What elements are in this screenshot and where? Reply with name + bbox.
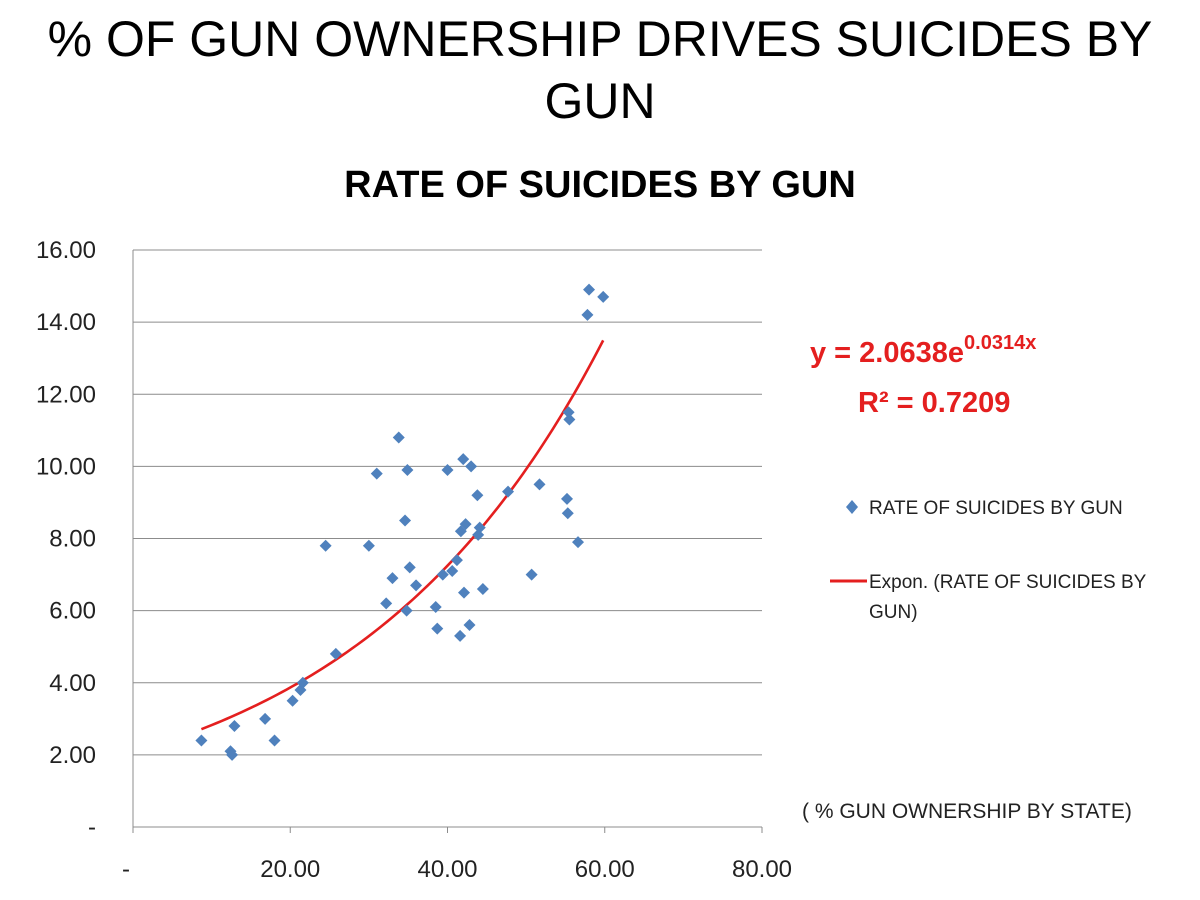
data-point [581,308,594,321]
equation-text: y = 2.0638e0.0314x [810,332,1036,369]
data-point [296,676,309,689]
data-point [386,572,399,585]
legend-marker-points [846,500,858,514]
tick-labels: - 2.00 4.00 6.00 8.00 10.00 12.00 14.00 16.00 - 20… [36,237,792,883]
trendline-equation: y = 2.0638e0.0314x R² = 0.7209 [810,332,1036,419]
data-point [441,463,454,476]
data-point [436,568,449,581]
data-point [400,604,413,617]
y-tick-label: 16.00 [36,237,96,264]
legend-label-trendline-line2: GUN) [869,602,918,623]
data-point [319,539,332,552]
data-point [226,748,239,761]
grid-lines [133,249,762,756]
data-point [380,597,393,610]
legend-label-points: RATE OF SUICIDES BY GUN [869,498,1123,519]
y-tick-label: 2.00 [49,742,96,769]
axes [132,250,763,833]
y-tick-label: 14.00 [36,309,96,336]
slide-title: % OF GUN OWNERSHIP DRIVES SUICIDES BY GU… [47,11,1153,129]
x-axis-title: ( % GUN OWNERSHIP BY STATE) [802,800,1132,823]
r-squared-text: R² = 0.7209 [858,387,1010,419]
x-tick-label: 20.00 [260,856,320,883]
data-point [401,463,414,476]
y-tick-label: 12.00 [36,381,96,408]
y-tick-label: 4.00 [49,670,96,697]
x-tick-label: 60.00 [575,856,635,883]
data-point [454,629,467,642]
data-point [561,492,574,505]
data-point [410,579,423,592]
x-tick-label: 80.00 [732,856,792,883]
data-point [457,453,470,466]
data-point [399,514,412,527]
data-point [431,622,444,635]
data-point [370,467,383,480]
data-point [476,582,489,595]
x-tick-label: 40.00 [417,856,477,883]
data-point [583,283,596,296]
data-point [459,518,472,531]
data-point [429,601,442,614]
legend: RATE OF SUICIDES BY GUN Expon. (RATE OF … [830,498,1151,623]
data-point [525,568,538,581]
chart-title: RATE OF SUICIDES BY GUN [344,164,856,206]
data-point [446,564,459,577]
trendline [200,339,605,731]
data-point [286,694,299,707]
legend-label-trendline: Expon. (RATE OF SUICIDES BY GUN) [869,572,1151,623]
y-tick-label: 10.00 [36,453,96,480]
y-tick-label: 8.00 [49,526,96,553]
data-point [563,413,576,426]
data-point [403,561,416,574]
data-point [473,521,486,534]
data-point [458,586,471,599]
data-point [562,406,575,419]
data-point [597,290,610,303]
data-point [392,431,405,444]
data-point [268,734,281,747]
data-point [572,536,585,549]
data-point [228,720,241,733]
data-point [450,554,463,567]
legend-label-trendline-line1: Expon. (RATE OF SUICIDES BY [869,572,1147,593]
data-points [195,283,610,761]
data-point [533,478,546,491]
data-point [561,507,574,520]
x-tick-label: - [122,856,130,883]
data-point [502,485,515,498]
data-point [471,489,484,502]
y-tick-label: 6.00 [49,598,96,625]
data-point [362,539,375,552]
y-tick-label: - [88,814,96,841]
data-point [259,712,272,725]
data-point [463,619,476,632]
data-point [465,460,478,473]
data-point [195,734,208,747]
data-point [329,647,342,660]
